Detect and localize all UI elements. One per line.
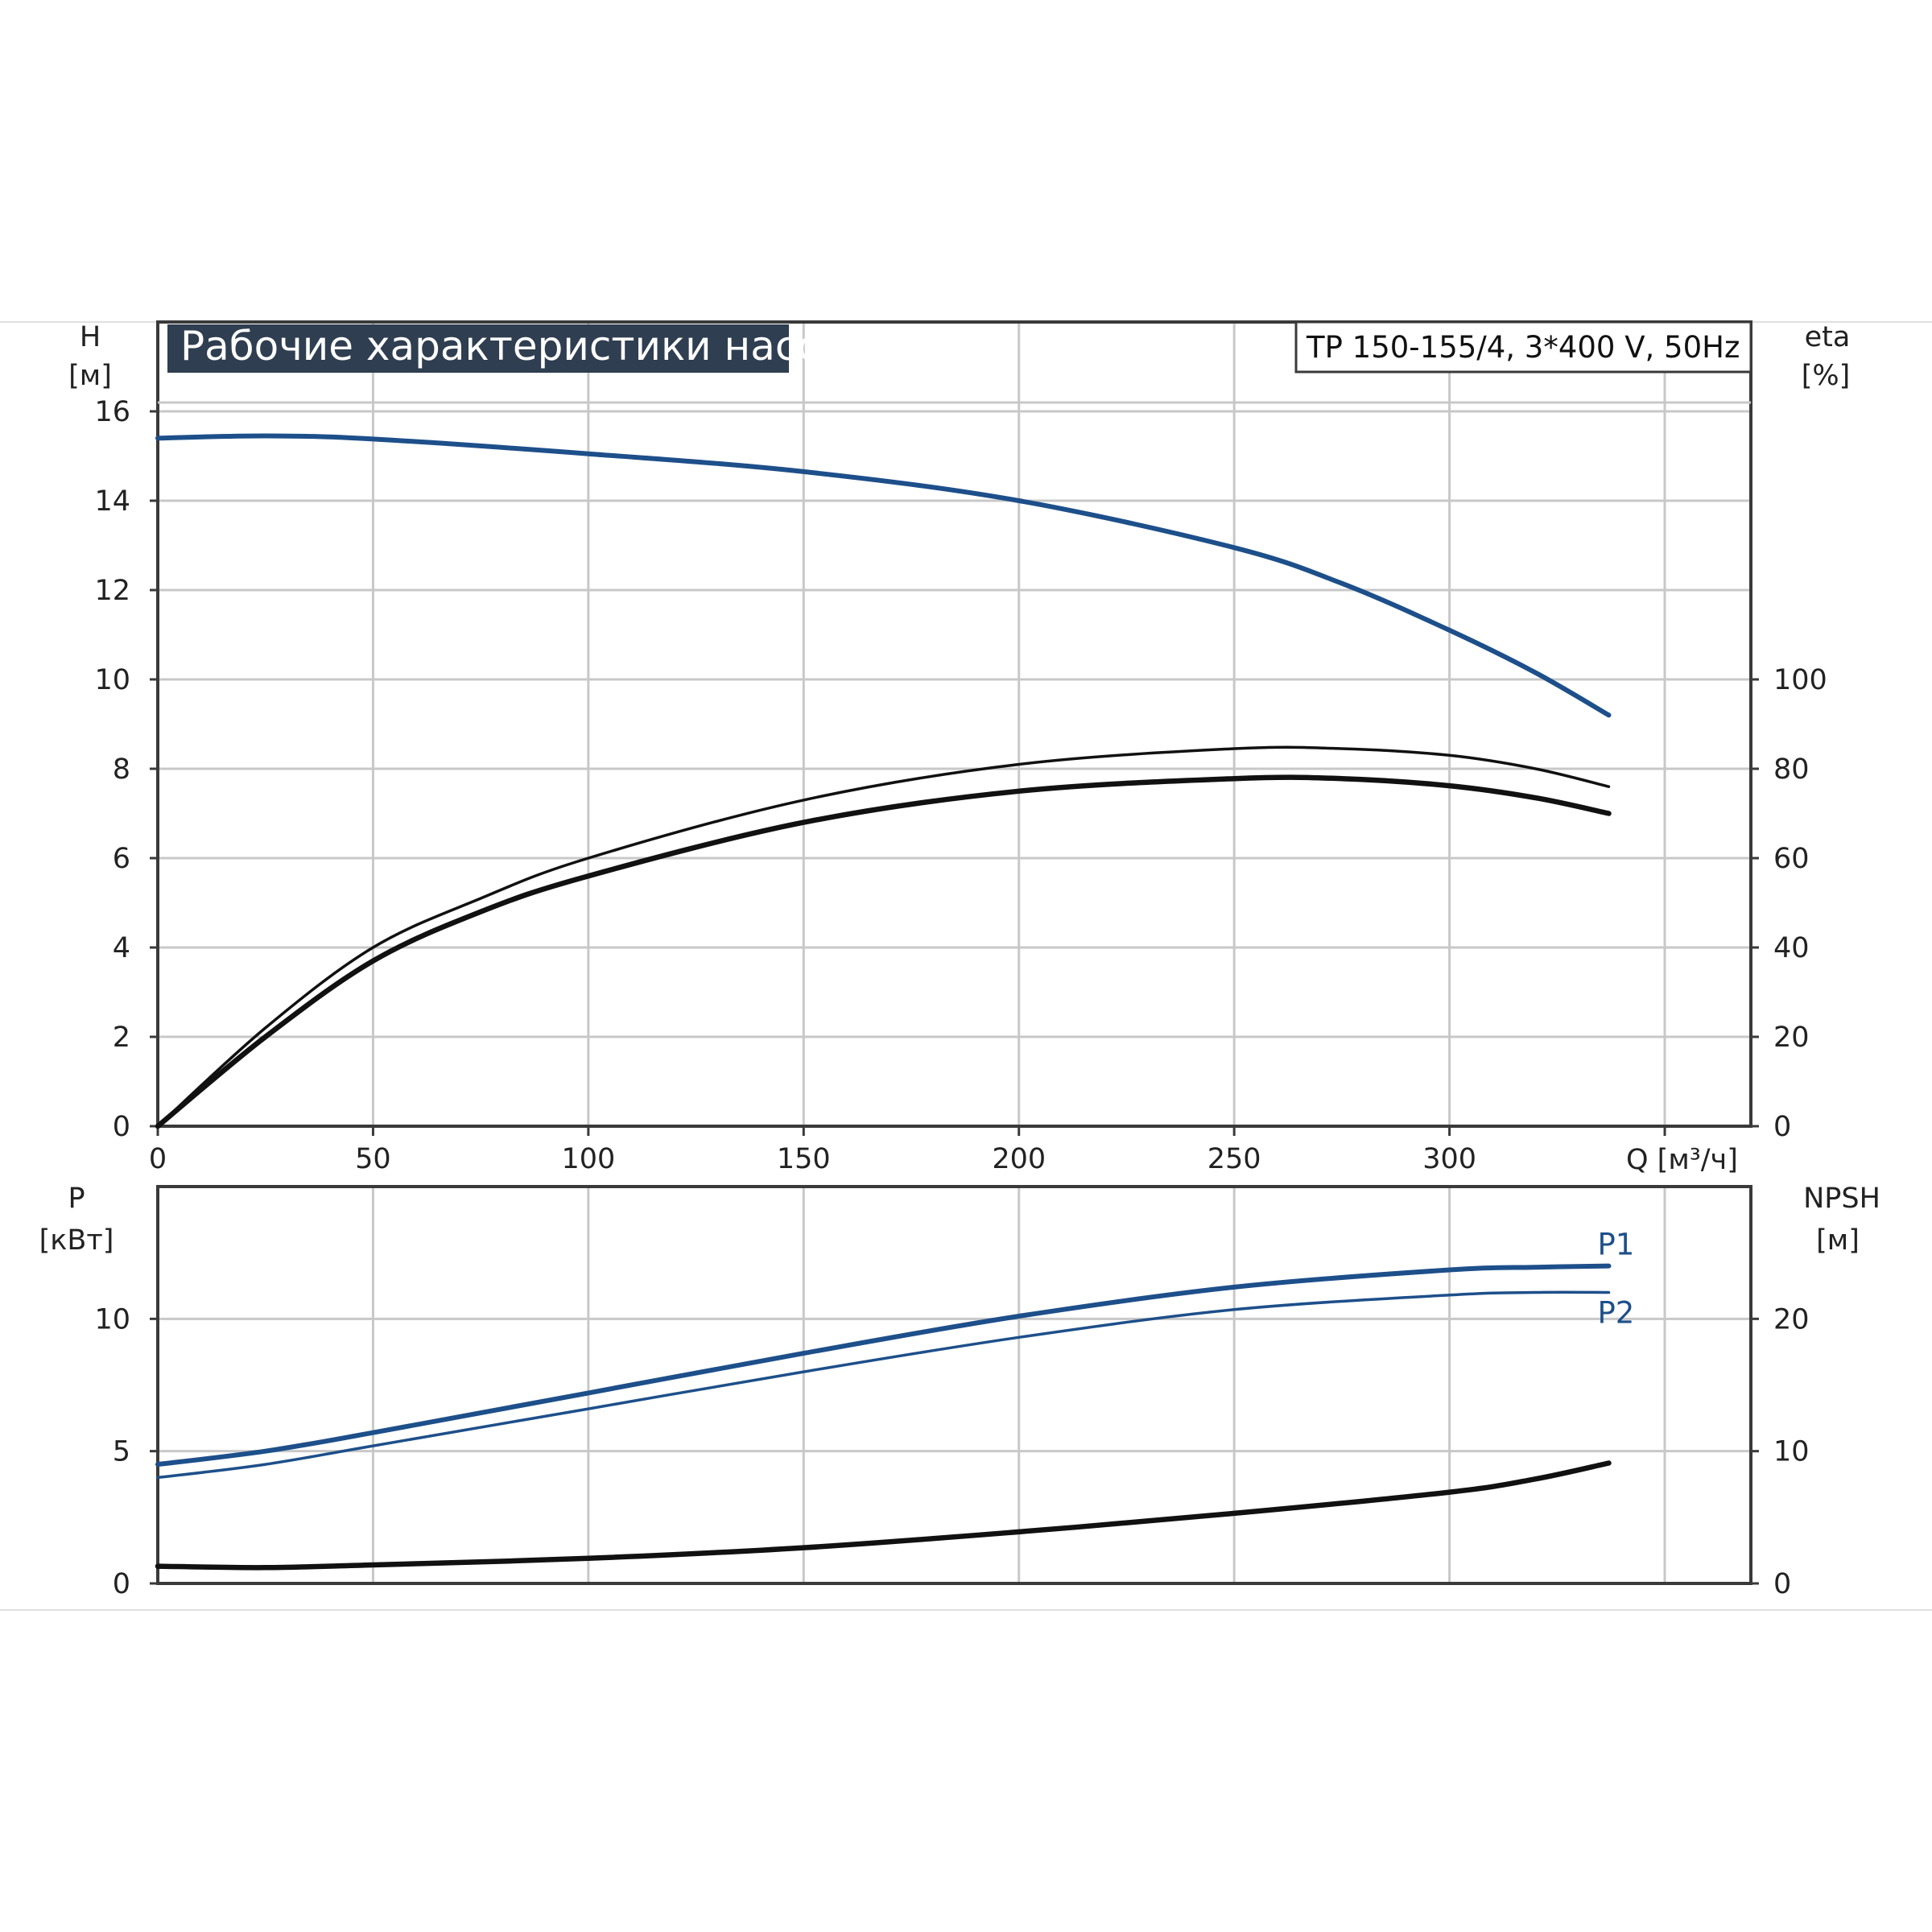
top-left-axis-unit: [м] xyxy=(68,360,112,392)
top-right-tick-label: 40 xyxy=(1773,932,1810,964)
top-curve-0 xyxy=(155,433,1612,718)
series-label-p2: P2 xyxy=(1597,1295,1634,1330)
top-right-tick-label: 60 xyxy=(1773,843,1810,875)
top-plot-grid xyxy=(158,322,1751,1126)
model-label: TP 150-155/4, 3*400 V, 50Hz xyxy=(1306,330,1740,365)
x-tick-label: 100 xyxy=(561,1143,615,1175)
bottom-left-tick-label: 0 xyxy=(113,1568,130,1600)
bottom-left-tick-label: 5 xyxy=(113,1436,130,1468)
x-tick-label: 50 xyxy=(355,1143,391,1175)
x-axis-label: Q [м³/ч] xyxy=(1626,1144,1738,1176)
x-tick-label: 300 xyxy=(1422,1143,1476,1175)
top-right-tick-label: 80 xyxy=(1773,753,1810,786)
top-left-tick-label: 2 xyxy=(113,1022,130,1054)
chart-title: Рабочие характеристики насоса xyxy=(180,323,869,369)
bottom-left-tick-label: 10 xyxy=(94,1303,130,1335)
top-right-tick-label: 0 xyxy=(1773,1111,1791,1143)
top-right-axis-label: eta xyxy=(1805,321,1851,353)
top-right-tick-label: 100 xyxy=(1773,664,1827,696)
top-curve-1 xyxy=(156,745,1611,1128)
series-labels: P1 P2 xyxy=(1597,1228,1634,1331)
top-left-tick-label: 14 xyxy=(94,485,130,518)
curves xyxy=(155,433,1612,1571)
top-left-tick-label: 16 xyxy=(94,396,130,428)
bottom-plot-grid xyxy=(158,1187,1751,1583)
x-tick-label: 250 xyxy=(1208,1143,1261,1175)
top-right-axis-unit: [%] xyxy=(1802,360,1851,392)
top-right-tick-label: 20 xyxy=(1773,1022,1810,1054)
top-left-tick-label: 0 xyxy=(113,1111,130,1143)
tick-labels: 0 50 100 150 200 250 3000246810121416020406080… xyxy=(94,396,1827,1600)
bottom-right-tick-label: 0 xyxy=(1773,1568,1791,1600)
bottom-right-tick-label: 10 xyxy=(1773,1436,1810,1468)
bottom-plot-frame xyxy=(156,1185,1752,1585)
x-tick-label: 150 xyxy=(777,1143,831,1175)
top-left-tick-label: 10 xyxy=(94,664,130,696)
top-curve-2 xyxy=(155,774,1612,1129)
model-box xyxy=(1294,320,1752,374)
top-left-tick-label: 8 xyxy=(113,753,130,786)
bottom-left-axis-label: P xyxy=(68,1183,85,1215)
bottom-curve-1 xyxy=(156,1290,1611,1480)
top-left-tick-label: 6 xyxy=(113,843,130,875)
top-left-tick-label: 4 xyxy=(113,932,130,964)
title-box xyxy=(167,324,789,373)
top-plot-frame xyxy=(156,320,1752,1128)
bottom-curve-0 xyxy=(155,1263,1612,1468)
bottom-right-axis-unit: [м] xyxy=(1816,1224,1860,1257)
top-left-tick-label: 12 xyxy=(94,575,130,607)
bottom-curve-2 xyxy=(155,1460,1612,1571)
bottom-left-axis-unit: [кВт] xyxy=(39,1224,114,1257)
bottom-right-tick-label: 20 xyxy=(1773,1303,1810,1335)
bottom-right-axis-label: NPSH xyxy=(1803,1183,1880,1215)
top-left-axis-label: H xyxy=(80,321,101,353)
x-tick-label: 0 xyxy=(149,1143,167,1175)
x-tick-label: 200 xyxy=(992,1143,1046,1175)
series-label-p1: P1 xyxy=(1597,1228,1634,1262)
